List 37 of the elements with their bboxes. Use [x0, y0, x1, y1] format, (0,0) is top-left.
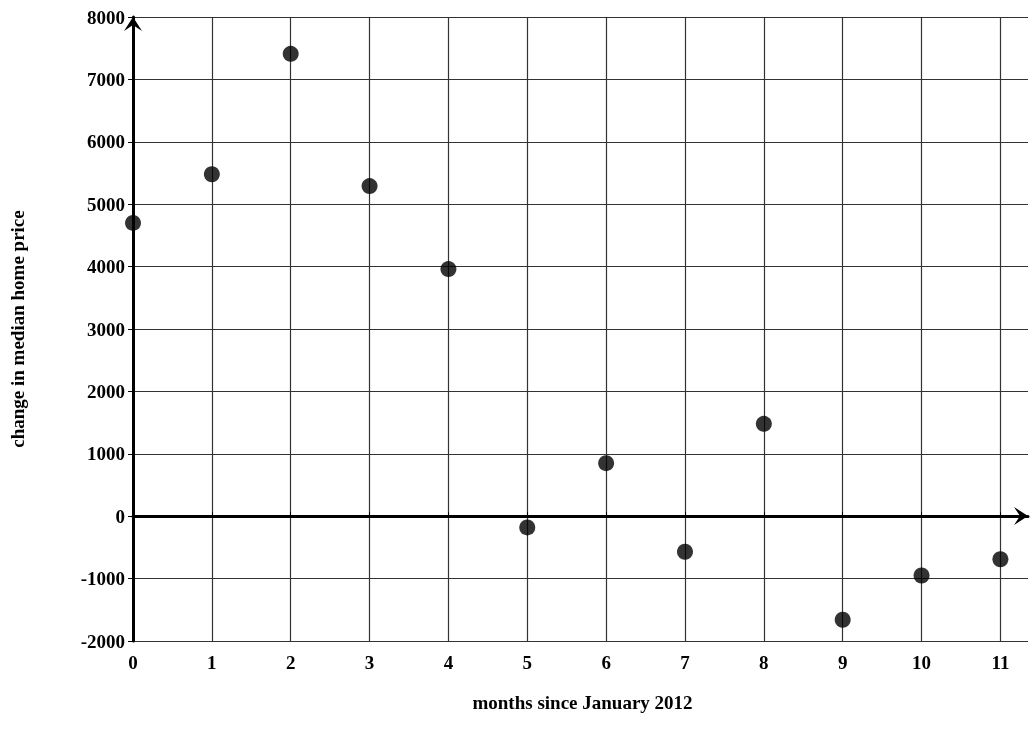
- point: [361, 178, 378, 195]
- point: [755, 415, 772, 432]
- point: [834, 611, 851, 628]
- x-tick-label: 6: [601, 652, 611, 673]
- x-tick-label: 11: [991, 652, 1010, 673]
- point: [677, 543, 693, 560]
- x-tick-label: 4: [443, 652, 454, 673]
- y-tick-label: 1000: [87, 443, 125, 465]
- x-tick-label: 3: [364, 652, 375, 673]
- point: [440, 261, 457, 278]
- x-tick-label: 9: [837, 652, 848, 673]
- point: [992, 551, 1009, 568]
- x-tick-label: 10: [912, 652, 932, 673]
- x-tick-label: 7: [680, 652, 691, 673]
- y-tick-label: 8000: [87, 6, 125, 28]
- x-tick-label: 1: [207, 652, 217, 673]
- y-tick-label: 5000: [87, 193, 125, 215]
- x-tick-label: 2: [285, 652, 296, 673]
- y-tick-label: 0: [115, 505, 125, 527]
- x-axis-title: months since January 2012: [472, 692, 693, 713]
- point: [913, 567, 930, 584]
- x-tick-label: 0: [128, 652, 138, 673]
- y-tick-label: -1000: [80, 568, 125, 590]
- point: [598, 455, 615, 472]
- point: [282, 45, 299, 62]
- y-tick-label: 2000: [87, 380, 125, 402]
- point: [203, 166, 220, 183]
- y-tick-label: 6000: [87, 131, 125, 153]
- y-tick-label: 4000: [87, 256, 125, 278]
- y-tick-label: 7000: [87, 68, 125, 90]
- point: [125, 214, 141, 231]
- y-tick-label: 3000: [87, 318, 125, 340]
- x-tick-label: 5: [522, 652, 533, 673]
- x-tick-label: 8: [759, 652, 769, 673]
- point: [519, 519, 536, 536]
- y-tick-label: -2000: [80, 630, 125, 652]
- y-axis-title: change in median home price: [7, 210, 28, 448]
